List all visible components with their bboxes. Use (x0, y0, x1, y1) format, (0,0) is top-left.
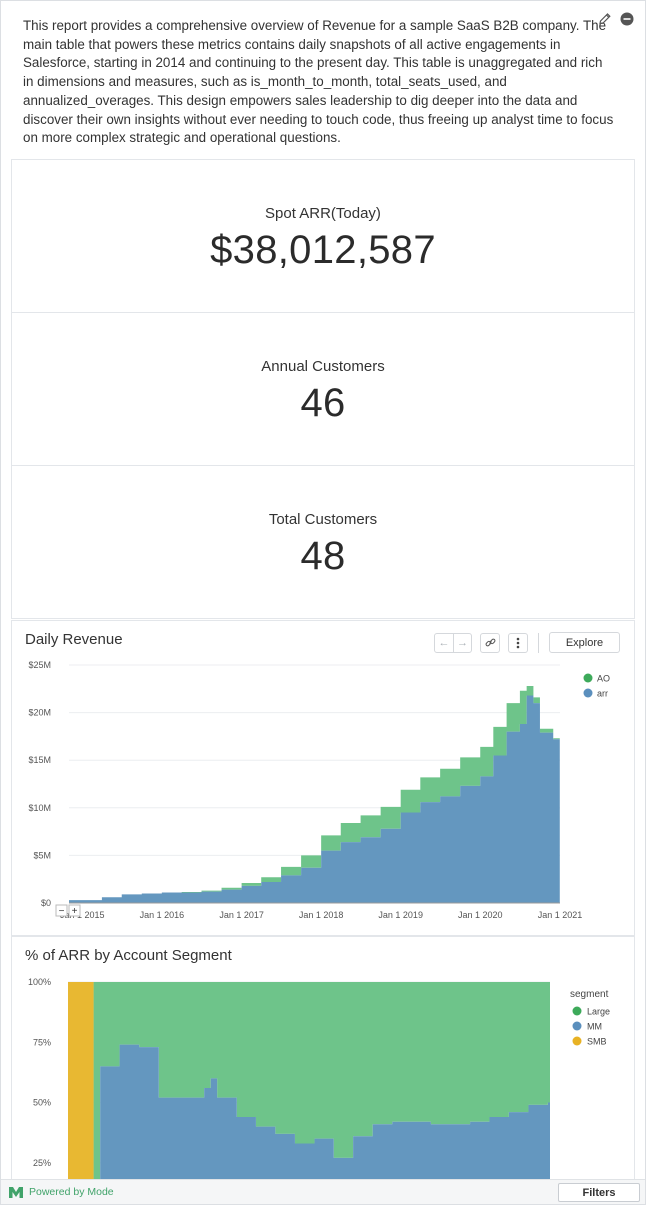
chart-title: Daily Revenue (25, 631, 123, 648)
y-tick-label: 25% (33, 1158, 51, 1168)
arr-by-segment-card: % of ARR by Account Segment 25% 50% 75% 100… (11, 936, 635, 1187)
x-tick-label: Jan 1 2015 (60, 910, 105, 920)
legend-swatch-arr (583, 688, 593, 698)
legend-swatch-large (572, 1006, 582, 1016)
arrow-left-icon[interactable]: ← (438, 636, 450, 649)
daily-revenue-chart: $0 $5M $10M $15M $20M $25M Jan 1 2015 Jan 1 201… (28, 660, 610, 920)
mode-logo-icon (9, 1186, 23, 1198)
link-icon (485, 638, 495, 647)
explore-button[interactable]: Explore (549, 632, 620, 653)
x-tick-label: Jan 1 2017 (219, 910, 264, 920)
x-tick-label: Jan 1 2016 (140, 910, 185, 920)
x-tick-label: Jan 1 2021 (538, 910, 583, 920)
mode-brand[interactable]: Powered by Mode (9, 1186, 114, 1198)
powered-by-label: Powered by Mode (29, 1186, 114, 1198)
series-area-arr (69, 695, 560, 903)
minus-circle-icon[interactable] (619, 11, 635, 27)
more-vertical-icon (516, 637, 520, 648)
chart-toolbar: ← → Explore (434, 632, 620, 653)
arrow-right-icon[interactable]: → (453, 633, 471, 652)
legend-label-arr: arr (597, 689, 608, 699)
legend-label-ao: AO (597, 674, 610, 684)
intro-toolbar (597, 11, 635, 27)
daily-revenue-card: Daily Revenue ← → Explore $0 $5M $10M $15M $… (11, 620, 635, 936)
zoom-in-button[interactable] (68, 904, 81, 917)
legend-swatch-smb (572, 1036, 582, 1046)
legend-swatch-ao (583, 673, 593, 683)
chart-title: % of ARR by Account Segment (25, 947, 232, 964)
y-tick-label: 50% (33, 1098, 51, 1108)
kpi-card-spot-arr: Spot ARR(Today) $38,012,587 (11, 159, 635, 313)
zoom-out-button[interactable] (55, 904, 68, 917)
legend-label-smb: SMB (587, 1037, 607, 1047)
kpi-value: 48 (300, 534, 346, 578)
more-options-button[interactable] (508, 632, 528, 653)
series-area-large (68, 982, 550, 1187)
y-tick-label: $5M (33, 850, 51, 860)
legend-swatch-mm (572, 1021, 582, 1031)
kpi-value: $38,012,587 (210, 228, 436, 272)
y-tick-label: 75% (33, 1037, 51, 1047)
footer-bar: Powered by Mode Filters (1, 1179, 645, 1204)
x-tick-label: Jan 1 2018 (299, 910, 344, 920)
y-tick-label: $20M (28, 708, 51, 718)
zoom-in-icon: + (72, 906, 78, 917)
kpi-card-annual-customers: Annual Customers 46 (11, 312, 635, 466)
kpi-label: Annual Customers (261, 358, 385, 375)
legend-title: segment (570, 989, 609, 1000)
series-area-mm (68, 982, 550, 1187)
toolbar-divider (538, 632, 539, 653)
y-tick-label: $0 (41, 898, 51, 908)
legend-label-mm: MM (587, 1022, 602, 1032)
kpi-value: 46 (300, 381, 346, 425)
x-tick-label: Jan 1 2019 (378, 910, 423, 920)
filters-button[interactable]: Filters (558, 1183, 640, 1202)
y-tick-label: 100% (28, 977, 51, 987)
y-tick-label: $10M (28, 803, 51, 813)
arr-by-segment-chart: 25% 50% 75% 100% segment Large MM SMB (28, 977, 610, 1187)
chart-nav-group: ← → (434, 632, 472, 653)
y-tick-label: $25M (28, 660, 51, 670)
legend-label-large: Large (587, 1007, 610, 1017)
series-area-ao (69, 685, 560, 901)
link-button[interactable] (480, 632, 500, 653)
zoom-out-icon: − (59, 906, 65, 917)
y-tick-label: $15M (28, 755, 51, 765)
kpi-label: Total Customers (268, 511, 378, 528)
report-description: This report provides a comprehensive ove… (23, 18, 614, 146)
series-area-smb (68, 982, 94, 1187)
kpi-label: Spot ARR(Today) (265, 205, 381, 222)
kpi-card-total-customers: Total Customers 48 (11, 465, 635, 619)
x-tick-label: Jan 1 2020 (458, 910, 503, 920)
pencil-icon[interactable] (597, 11, 613, 27)
